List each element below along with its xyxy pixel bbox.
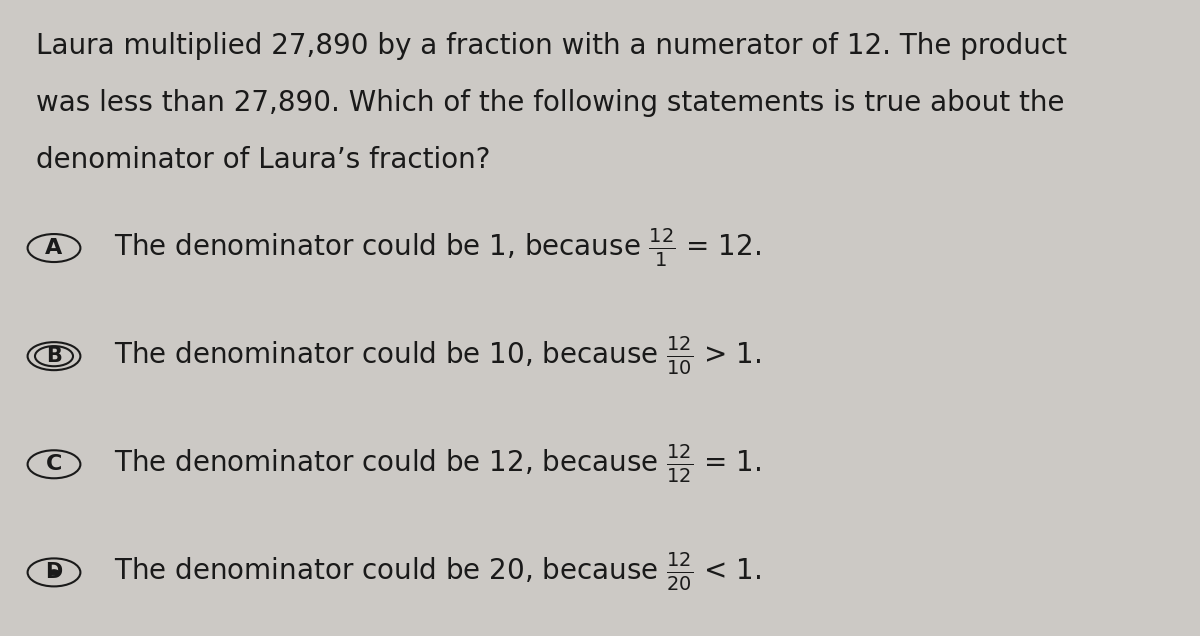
Text: The denominator could be 12, because $\frac{12}{12}$ = 1.: The denominator could be 12, because $\f… [114,443,761,485]
Text: A: A [46,238,62,258]
Text: Laura multiplied 27,890 by a fraction with a numerator of 12. The product: Laura multiplied 27,890 by a fraction wi… [36,32,1067,60]
Text: C: C [46,454,62,474]
Text: The denominator could be 1, because $\frac{12}{1}$ = 12.: The denominator could be 1, because $\fr… [114,227,761,269]
Text: The denominator could be 10, because $\frac{12}{10}$ > 1.: The denominator could be 10, because $\f… [114,335,761,377]
Text: denominator of Laura’s fraction?: denominator of Laura’s fraction? [36,146,491,174]
Text: D: D [46,562,62,583]
Circle shape [49,570,59,575]
Text: B: B [46,346,62,366]
Text: The denominator could be 20, because $\frac{12}{20}$ < 1.: The denominator could be 20, because $\f… [114,551,761,593]
Text: was less than 27,890. Which of the following statements is true about the: was less than 27,890. Which of the follo… [36,89,1064,117]
